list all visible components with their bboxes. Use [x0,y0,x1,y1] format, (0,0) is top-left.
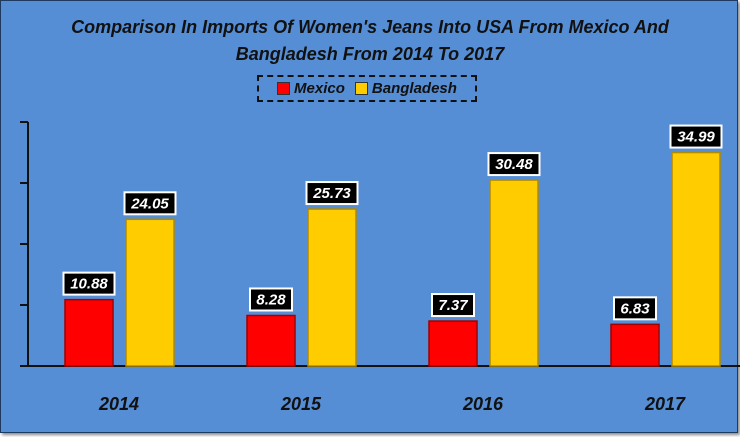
data-label-box [613,296,657,321]
data-label-box [123,191,177,216]
bar-mexico-2015 [246,314,296,367]
bar-mexico-2014 [64,298,114,367]
data-label: 24.05 [130,195,169,212]
data-label-box [669,124,723,149]
chart-title: Comparison In Imports Of Women's Jeans I… [0,14,740,68]
data-label: 10.88 [70,276,108,293]
legend-item-mexico: Mexico [277,80,345,97]
data-label: 7.37 [438,297,468,314]
bar-mexico-2017 [610,323,660,367]
legend-item-bangladesh: Bangladesh [354,80,457,97]
data-label-box [487,152,541,177]
data-label-box [305,181,359,206]
data-label: 6.83 [620,300,650,317]
data-label: 25.73 [312,185,351,202]
data-label: 8.28 [256,291,286,308]
bar-bangladesh-2015 [307,208,357,367]
chart-title-line-2: Bangladesh From 2014 To 2017 [235,44,505,64]
legend: Mexico Bangladesh [257,75,477,102]
legend-swatch-mexico [277,82,291,95]
chart-title-line-1: Comparison In Imports Of Women's Jeans I… [71,17,669,37]
x-tick-label: 2016 [462,394,504,414]
legend-label-mexico: Mexico [294,80,345,97]
bar-bangladesh-2017 [671,151,721,367]
x-tick-label: 2015 [280,394,322,414]
bar-mexico-2016 [428,320,478,367]
data-label-box [431,293,475,318]
data-label: 30.48 [495,156,533,173]
data-label-box [249,287,293,312]
bar-bangladesh-2016 [489,179,539,367]
data-label-box [62,271,116,296]
bar-bangladesh-2014 [125,218,175,367]
x-tick-label: 2014 [98,394,139,414]
legend-label-bangladesh: Bangladesh [371,80,457,97]
x-tick-label: 2017 [644,394,686,414]
legend-swatch-bangladesh [354,82,368,95]
data-label: 34.99 [677,129,715,146]
